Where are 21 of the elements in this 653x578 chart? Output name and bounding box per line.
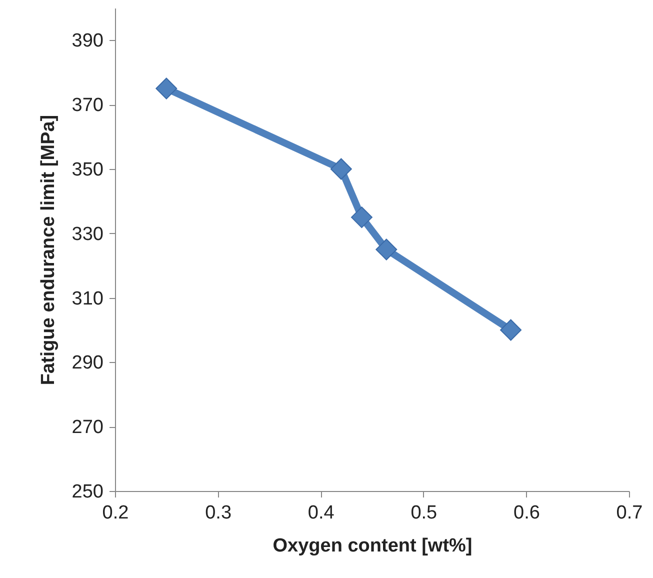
point	[376, 238, 398, 260]
point	[350, 206, 372, 228]
y-tick-label: 350	[72, 160, 104, 180]
y-tick-label: 370	[72, 95, 104, 116]
y-axis-title: Fatigue endurance limit [MPa]	[38, 114, 59, 386]
y-tick-label: 330	[72, 224, 104, 245]
y-tick-label: 390	[72, 30, 104, 52]
x-tick-label: 0.4	[308, 502, 335, 524]
point	[156, 78, 178, 100]
y-tick-label: 290	[72, 352, 104, 374]
x-tick-label: 0.3	[205, 502, 232, 524]
x-tick-label: 0.2	[102, 502, 129, 524]
x-tick-label: 0.5	[410, 502, 438, 524]
point	[330, 158, 352, 180]
x-tick-label: 0.6	[513, 502, 540, 524]
x-tick-label: 0.7	[616, 502, 643, 524]
x-axis-title: Oxygen content [wt%]	[272, 536, 472, 556]
y-tick-label: 310	[72, 288, 104, 310]
y-tick-label: 270	[72, 417, 104, 438]
point	[500, 319, 522, 341]
y-tick-label: 250	[72, 482, 104, 502]
